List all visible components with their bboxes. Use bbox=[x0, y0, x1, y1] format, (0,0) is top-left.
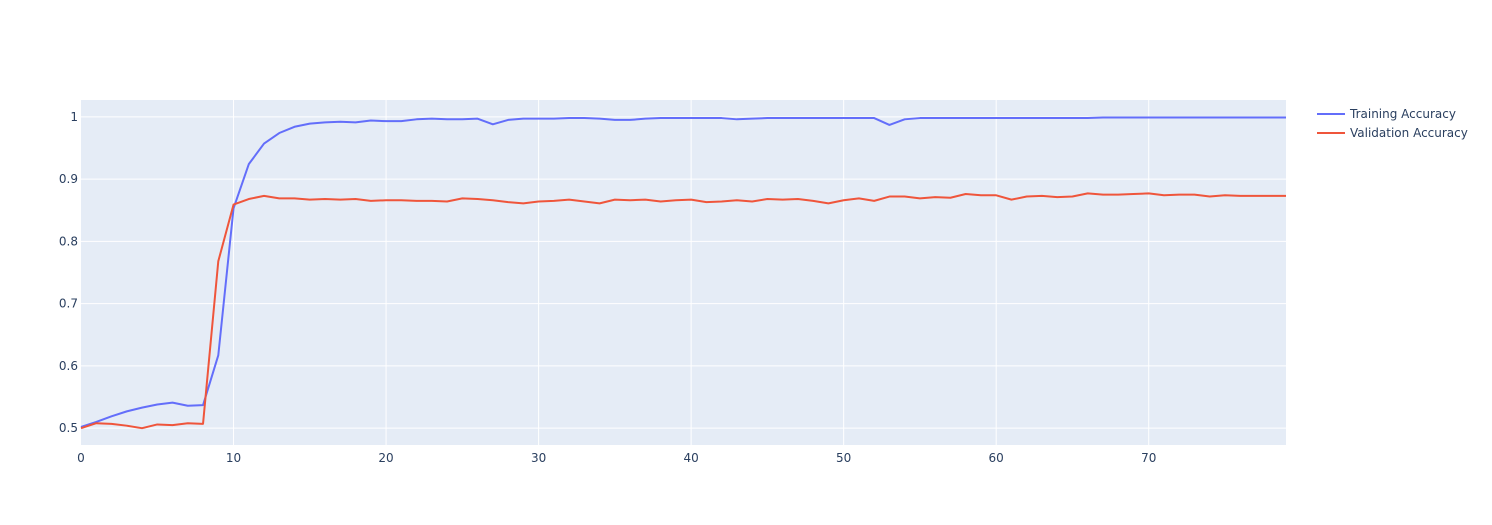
legend-label: Validation Accuracy bbox=[1350, 126, 1468, 140]
legend-label: Training Accuracy bbox=[1349, 107, 1456, 121]
y-axis: 0.5 0.6 0.7 0.8 0.9 1 bbox=[59, 110, 78, 435]
x-tick-label: 60 bbox=[989, 451, 1004, 465]
grid bbox=[81, 100, 1286, 445]
series-line-training-accuracy bbox=[80, 116, 1286, 428]
x-tick-label: 10 bbox=[226, 451, 241, 465]
y-tick-label: 1 bbox=[70, 110, 78, 124]
plot-background bbox=[81, 100, 1286, 445]
x-tick-label: 70 bbox=[1141, 451, 1156, 465]
y-tick-label: 0.5 bbox=[59, 421, 78, 435]
x-axis: 0 10 20 30 40 50 60 70 bbox=[77, 451, 1156, 465]
y-tick-label: 0.8 bbox=[59, 234, 78, 248]
x-tick-label: 30 bbox=[531, 451, 546, 465]
x-tick-label: 0 bbox=[77, 451, 85, 465]
series-line-validation-accuracy bbox=[80, 192, 1286, 430]
legend-item-validation-accuracy[interactable]: Validation Accuracy bbox=[1317, 126, 1468, 140]
series-lines bbox=[80, 116, 1286, 430]
x-tick-label: 40 bbox=[683, 451, 698, 465]
legend-item-training-accuracy[interactable]: Training Accuracy bbox=[1317, 107, 1456, 121]
y-tick-label: 0.7 bbox=[59, 297, 78, 311]
x-tick-label: 20 bbox=[378, 451, 393, 465]
y-tick-label: 0.6 bbox=[59, 359, 78, 373]
x-tick-label: 50 bbox=[836, 451, 851, 465]
legend[interactable]: Training Accuracy Validation Accuracy bbox=[1317, 107, 1468, 140]
y-tick-label: 0.9 bbox=[59, 172, 78, 186]
